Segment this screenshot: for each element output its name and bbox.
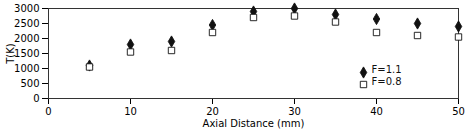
svg-text:50: 50 — [452, 106, 465, 117]
svg-text:0: 0 — [45, 106, 51, 117]
svg-text:2000: 2000 — [14, 33, 39, 44]
svg-text:20: 20 — [206, 106, 219, 117]
svg-text:F=1.1: F=1.1 — [372, 64, 402, 75]
svg-text:2500: 2500 — [14, 18, 39, 29]
svg-text:T(K): T(K) — [5, 43, 16, 65]
svg-text:Axial Distance (mm): Axial Distance (mm) — [203, 118, 305, 129]
svg-text:1500: 1500 — [14, 48, 39, 59]
svg-text:3000: 3000 — [14, 3, 39, 14]
svg-text:40: 40 — [370, 106, 383, 117]
svg-text:0: 0 — [33, 93, 39, 104]
svg-text:F=0.8: F=0.8 — [372, 76, 402, 87]
svg-text:10: 10 — [124, 106, 137, 117]
svg-text:500: 500 — [20, 78, 39, 89]
svg-text:30: 30 — [288, 106, 301, 117]
svg-text:1000: 1000 — [14, 63, 39, 74]
